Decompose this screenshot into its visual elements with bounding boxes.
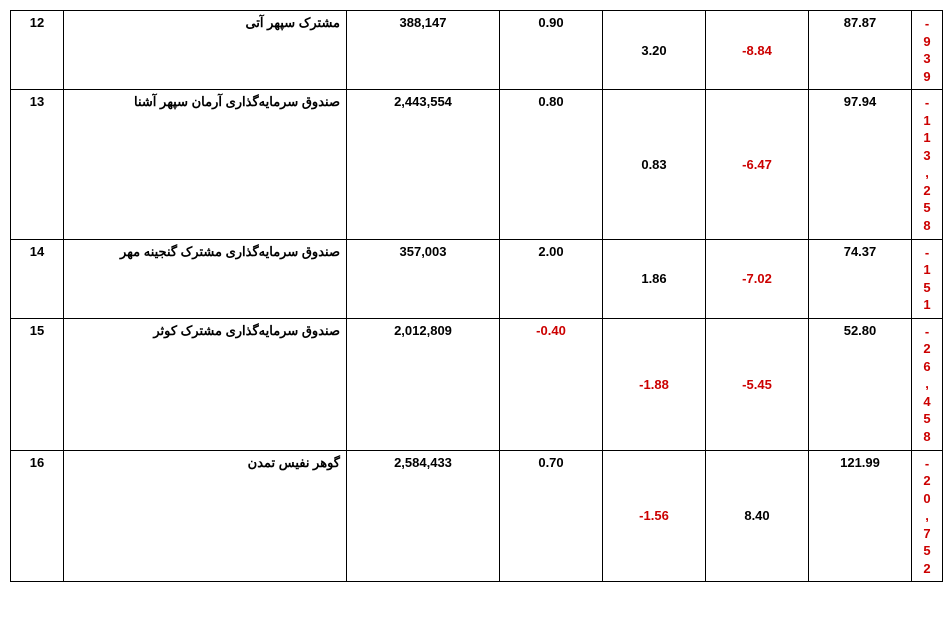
table-row: 15صندوق سرمایه‌گذاری مشترک کوثر2,012,809… bbox=[11, 318, 943, 450]
cell-metric-a: 2.00 bbox=[500, 239, 603, 318]
fund-table: 12مشترک سپهر آتی388,1470.903.20-8.8487.8… bbox=[10, 10, 943, 582]
cell-nav-value: 357,003 bbox=[347, 239, 500, 318]
cell-metric-e: -151 bbox=[912, 239, 943, 318]
cell-metric-c: 8.40 bbox=[706, 450, 809, 582]
cell-fund-name: صندوق سرمایه‌گذاری مشترک گنجینه مهر bbox=[64, 239, 347, 318]
cell-metric-c: -8.84 bbox=[706, 11, 809, 90]
cell-metric-e: -26,458 bbox=[912, 318, 943, 450]
cell-index: 14 bbox=[11, 239, 64, 318]
cell-metric-d: 74.37 bbox=[809, 239, 912, 318]
cell-index: 12 bbox=[11, 11, 64, 90]
cell-nav-value: 2,443,554 bbox=[347, 90, 500, 239]
cell-metric-b: 1.86 bbox=[603, 239, 706, 318]
cell-metric-b: -1.56 bbox=[603, 450, 706, 582]
cell-metric-a: 0.70 bbox=[500, 450, 603, 582]
cell-metric-c: -7.02 bbox=[706, 239, 809, 318]
cell-fund-name: صندوق سرمایه‌گذاری مشترک کوثر bbox=[64, 318, 347, 450]
cell-fund-name: صندوق سرمایه‌گذاری آرمان سپهر آشنا bbox=[64, 90, 347, 239]
cell-nav-value: 2,584,433 bbox=[347, 450, 500, 582]
cell-nav-value: 388,147 bbox=[347, 11, 500, 90]
cell-metric-e: -113,258 bbox=[912, 90, 943, 239]
cell-metric-e: -20,752 bbox=[912, 450, 943, 582]
cell-metric-c: -6.47 bbox=[706, 90, 809, 239]
table-row: 12مشترک سپهر آتی388,1470.903.20-8.8487.8… bbox=[11, 11, 943, 90]
cell-metric-d: 121.99 bbox=[809, 450, 912, 582]
cell-metric-b: -1.88 bbox=[603, 318, 706, 450]
cell-metric-a: 0.80 bbox=[500, 90, 603, 239]
cell-metric-d: 52.80 bbox=[809, 318, 912, 450]
cell-metric-d: 87.87 bbox=[809, 11, 912, 90]
fund-table-body: 12مشترک سپهر آتی388,1470.903.20-8.8487.8… bbox=[11, 11, 943, 582]
cell-metric-a: -0.40 bbox=[500, 318, 603, 450]
cell-fund-name: مشترک سپهر آتی bbox=[64, 11, 347, 90]
cell-metric-e: -939 bbox=[912, 11, 943, 90]
cell-index: 16 bbox=[11, 450, 64, 582]
cell-metric-b: 3.20 bbox=[603, 11, 706, 90]
table-row: 14صندوق سرمایه‌گذاری مشترک گنجینه مهر357… bbox=[11, 239, 943, 318]
cell-index: 13 bbox=[11, 90, 64, 239]
cell-nav-value: 2,012,809 bbox=[347, 318, 500, 450]
cell-fund-name: گوهر نفیس تمدن bbox=[64, 450, 347, 582]
cell-metric-b: 0.83 bbox=[603, 90, 706, 239]
table-row: 13صندوق سرمایه‌گذاری آرمان سپهر آشنا2,44… bbox=[11, 90, 943, 239]
table-row: 16گوهر نفیس تمدن2,584,4330.70-1.568.4012… bbox=[11, 450, 943, 582]
cell-metric-a: 0.90 bbox=[500, 11, 603, 90]
cell-metric-d: 97.94 bbox=[809, 90, 912, 239]
cell-index: 15 bbox=[11, 318, 64, 450]
cell-metric-c: -5.45 bbox=[706, 318, 809, 450]
